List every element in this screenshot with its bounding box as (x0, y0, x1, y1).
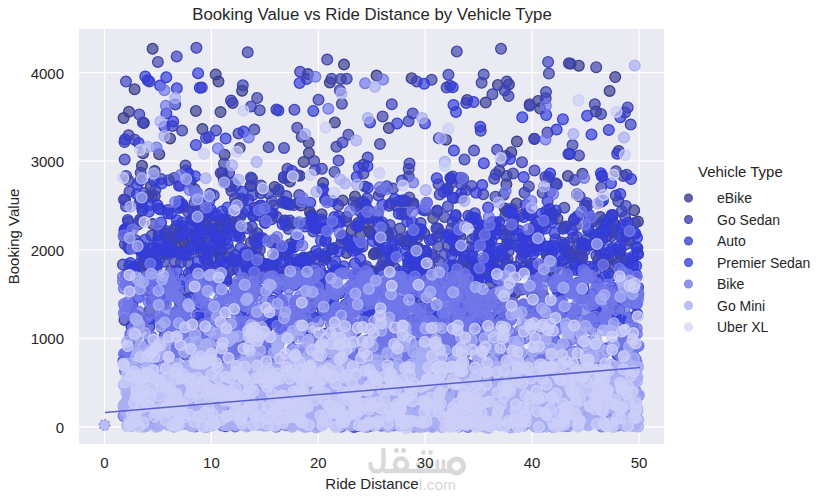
svg-text:Vehicle Type: Vehicle Type (698, 163, 783, 180)
svg-text:Go Sedan: Go Sedan (717, 212, 780, 228)
svg-text:40: 40 (524, 454, 541, 471)
svg-text:4000: 4000 (31, 65, 64, 82)
svg-text:30: 30 (417, 454, 434, 471)
svg-text:1000: 1000 (31, 330, 64, 347)
svg-text:2000: 2000 (31, 242, 64, 259)
svg-text:Uber XL: Uber XL (717, 319, 769, 335)
svg-text:l.com: l.com (419, 476, 456, 493)
svg-text:0: 0 (56, 419, 64, 436)
svg-text:Booking Value: Booking Value (5, 189, 22, 285)
svg-text:Go Mini: Go Mini (717, 298, 765, 314)
svg-text:Premier Sedan: Premier Sedan (717, 255, 810, 271)
svg-text:Bike: Bike (717, 276, 744, 292)
svg-text:0: 0 (100, 454, 108, 471)
svg-text:Auto: Auto (717, 233, 746, 249)
svg-text:50: 50 (631, 454, 648, 471)
svg-text:20: 20 (310, 454, 327, 471)
svg-text:3000: 3000 (31, 153, 64, 170)
svg-text:eBike: eBike (717, 190, 752, 206)
svg-text:10: 10 (203, 454, 220, 471)
svg-text:Ride Distance: Ride Distance (325, 475, 418, 492)
svg-text:Booking Value vs Ride Distance: Booking Value vs Ride Distance by Vehicl… (192, 5, 551, 24)
